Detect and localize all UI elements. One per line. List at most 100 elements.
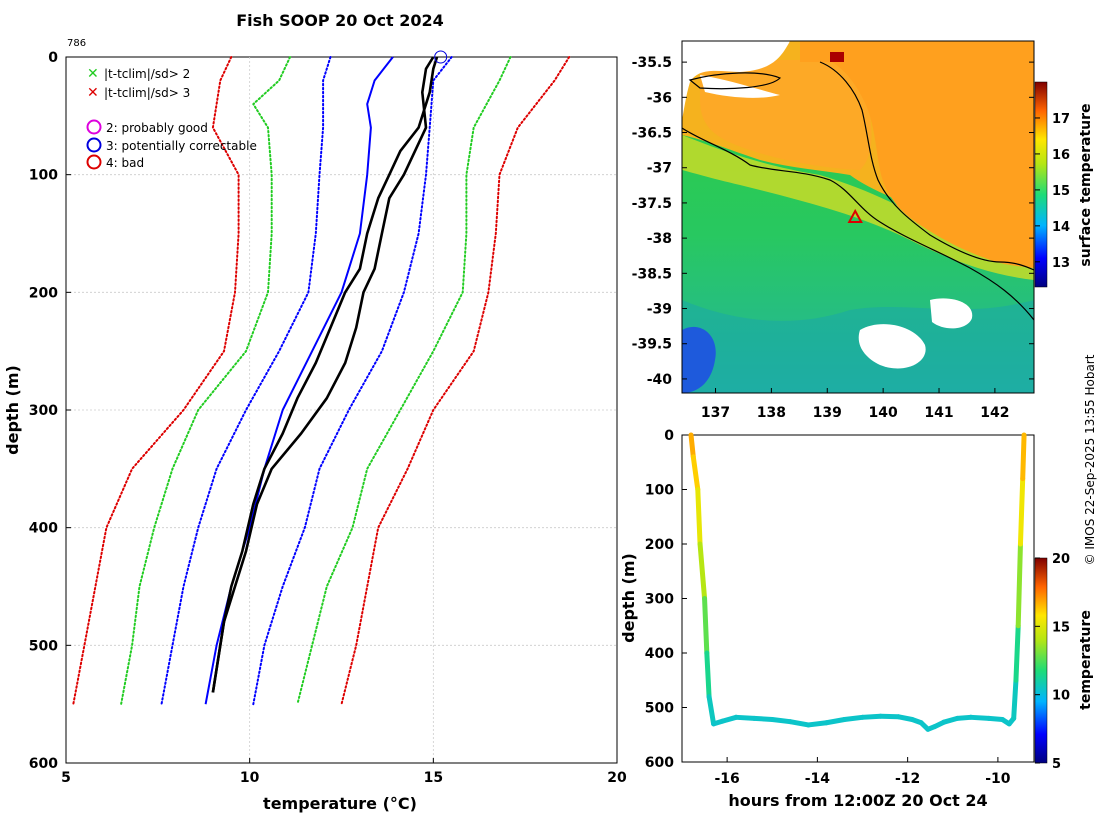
timeseries-segment	[702, 596, 710, 656]
profile-legend: ✕ |t-tclim|/sd> 2 ✕ |t-tclim|/sd> 3 2: p…	[86, 66, 257, 170]
timeseries-colorbar-tick-label: 15	[1052, 620, 1070, 635]
timeseries-xlabel: hours from 12:00Z 20 Oct 24	[728, 791, 987, 810]
timeseries-segment	[787, 719, 811, 728]
legend-item-sd3: ✕ |t-tclim|/sd> 3	[87, 85, 190, 101]
profile-ytick-label: 0	[48, 50, 58, 66]
timeseries-segment	[697, 541, 708, 601]
timeseries-ytick-label: 0	[664, 428, 674, 444]
profile-grid	[66, 57, 617, 763]
timeseries-colorbar-label: temperature	[1078, 610, 1094, 710]
timeseries-xtick-label: -14	[805, 771, 831, 787]
map-cold-patch-3	[930, 298, 973, 329]
timeseries-segment	[878, 713, 902, 720]
legend-marker-qc3	[86, 137, 102, 153]
map-ytick-label: -39	[647, 302, 672, 318]
timeseries-ytick-label: 300	[645, 592, 674, 608]
map-colorbar-tick-label: 15	[1052, 184, 1070, 199]
profile-series-5	[72, 56, 240, 706]
profile-series-6	[340, 56, 571, 706]
profile-count: 786	[67, 38, 86, 49]
profile-series-8	[211, 56, 439, 693]
map-colorbar-tick-label: 14	[1052, 220, 1070, 235]
profile-xtick-label: 15	[424, 770, 443, 786]
timeseries-segment	[1020, 432, 1027, 482]
timeseries-ytick-label: 200	[645, 537, 674, 553]
profile-xtick-label: 10	[240, 770, 260, 786]
map-ytick-label: -36	[647, 90, 672, 106]
timeseries-segment	[1011, 677, 1019, 721]
legend-marker-qc4	[86, 154, 102, 170]
timeseries-colorbar-tick-label: 5	[1052, 757, 1061, 772]
profile-ytick-label: 100	[29, 168, 58, 184]
timeseries-segment	[968, 714, 992, 721]
profile-xtick-label: 5	[61, 770, 71, 786]
map-coastline-island	[688, 72, 782, 90]
timeseries-segment	[1017, 476, 1026, 547]
timeseries-ytick-label: 100	[645, 483, 674, 499]
map-ytick-label: -40	[647, 372, 673, 388]
timeseries-segment	[706, 694, 717, 727]
sst-map: 137 138 139 140 141 142 -35.5 -36 -36.5 -37 -37.5 -…	[632, 40, 1094, 421]
credit-text: © IMOS 22-Sep-2025 13:55 Hobart	[1083, 354, 1097, 565]
drop-timeseries-plot: 0 100 200 300 400 500 600 -16 -14 -12 -10 hours fr…	[619, 428, 1094, 810]
timeseries-segment	[805, 720, 829, 728]
map-ytick-label: -39.5	[632, 337, 672, 353]
map-ytick-label: -36.5	[632, 126, 672, 142]
timeseries-segment	[695, 487, 703, 547]
profile-xlabel: temperature (°C)	[263, 794, 417, 813]
timeseries-colorbar	[1034, 557, 1048, 764]
timeseries-segment	[769, 716, 793, 725]
timeseries-segment	[751, 715, 775, 722]
map-colorbar	[1034, 81, 1048, 288]
timeseries-ytick-label: 400	[645, 646, 674, 662]
profile-ytick-label: 300	[29, 403, 58, 419]
map-xtick-label: 138	[757, 405, 786, 421]
timeseries-segment	[704, 650, 712, 700]
map-cold-patch-1	[682, 326, 716, 393]
legend-label-qc2: 2: probably good	[106, 121, 208, 135]
profile-ytick-label: 400	[29, 521, 58, 537]
map-ytick-label: -38.5	[632, 266, 672, 282]
profile-ytick-label: 500	[29, 638, 58, 654]
legend-label-sd2: |t-tclim|/sd> 2	[104, 67, 190, 81]
map-ytick-label: -35.5	[632, 55, 672, 71]
legend-item-qc3: 3: potentially correctable	[86, 137, 257, 153]
timeseries-ylabel: depth (m)	[619, 553, 638, 643]
timeseries-axes-frame	[681, 434, 1035, 763]
timeseries-ytick-label: 600	[645, 755, 674, 771]
surface-qc-marker	[434, 50, 448, 64]
timeseries-ticks: 0 100 200 300 400 500 600 -16 -14 -12 -10	[645, 428, 1011, 787]
map-xtick-label: 141	[924, 405, 953, 421]
profile-series-7	[211, 56, 435, 693]
legend-label-sd3: |t-tclim|/sd> 3	[104, 86, 190, 100]
legend-marker-sd3: ✕	[87, 85, 99, 101]
map-ytick-label: -37.5	[632, 196, 672, 212]
map-xtick-label: 142	[980, 405, 1009, 421]
timeseries-colorbar-tick-label: 20	[1052, 552, 1070, 567]
timeseries-xtick-label: -16	[714, 771, 739, 787]
map-land-white	[682, 41, 790, 120]
map-coastline-gulf	[819, 61, 1034, 271]
map-coastline	[682, 127, 1034, 321]
timeseries-xtick-label: -12	[895, 771, 920, 787]
timeseries-segment	[823, 716, 847, 726]
profile-ytick-label: 600	[29, 756, 58, 772]
timeseries-segment	[1013, 623, 1021, 683]
legend-label-qc4: 4: bad	[106, 156, 144, 170]
timeseries-xtick-label: -10	[985, 771, 1011, 787]
profile-ytick-label: 200	[29, 285, 58, 301]
map-cold-patch-2	[858, 324, 926, 369]
map-land	[800, 41, 1034, 268]
legend-marker-sd2: ✕	[87, 66, 99, 82]
profile-series-3	[120, 56, 292, 706]
timeseries-segment	[690, 454, 701, 492]
profile-series	[72, 56, 571, 706]
figure-title: Fish SOOP 20 Oct 2024	[236, 11, 444, 30]
timeseries-colorbar-tick-label: 10	[1052, 689, 1070, 704]
timeseries-segment	[860, 713, 884, 720]
map-hot-pixel	[830, 52, 844, 62]
legend-label-qc3: 3: potentially correctable	[106, 139, 257, 153]
legend-item-qc2: 2: probably good	[86, 119, 208, 135]
